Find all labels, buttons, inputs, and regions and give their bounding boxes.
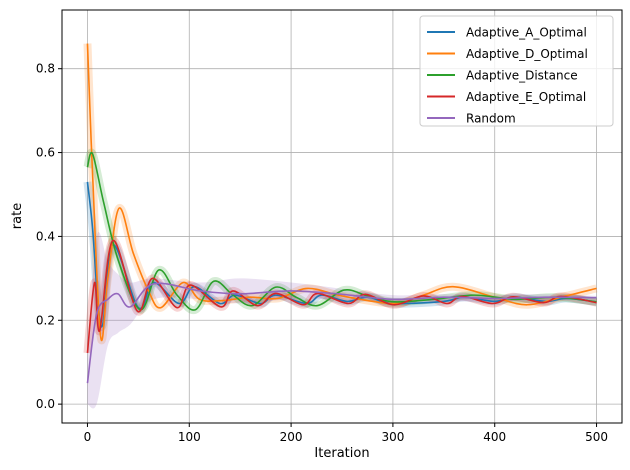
x-tick-label: 0 [84, 430, 92, 444]
y-tick-label: 0.2 [36, 313, 55, 327]
x-axis-label: Iteration [314, 446, 369, 461]
y-tick-label: 0.6 [36, 146, 55, 160]
plot-frame [61, 9, 623, 424]
x-tick-label: 500 [585, 430, 608, 444]
x-tick-label: 300 [381, 430, 404, 444]
legend: Adaptive_A_Optimal Adaptive_D_Optimal Adap… [419, 15, 614, 127]
y-tick-label: 0.8 [36, 62, 55, 76]
x-tick-label: 400 [483, 430, 506, 444]
adaptive-e-optimal-line [86, 239, 597, 354]
x-axis-ticks: 0 100 200 300 400 500 [84, 423, 608, 444]
random-line [86, 282, 597, 384]
y-tick-label: 0.4 [36, 229, 55, 243]
series-lines [86, 43, 597, 384]
y-axis-ticks: 0.0 0.2 0.4 0.6 0.8 [36, 62, 62, 411]
legend-label-random: Random [466, 112, 516, 126]
legend-box [419, 15, 614, 127]
y-tick-label: 0.0 [36, 397, 55, 411]
x-tick-label: 200 [280, 430, 303, 444]
adaptive-d-optimal-line [86, 43, 597, 342]
y-axis-label: rate [10, 203, 25, 229]
legend-label-adaptive-distance: Adaptive_Distance [466, 69, 578, 83]
legend-label-adaptive-d-optimal: Adaptive_D_Optimal [466, 47, 588, 61]
x-tick-label: 100 [178, 430, 201, 444]
legend-label-adaptive-e-optimal: Adaptive_E_Optimal [466, 90, 586, 104]
legend-label-adaptive-a-optimal: Adaptive_A_Optimal [466, 26, 587, 40]
